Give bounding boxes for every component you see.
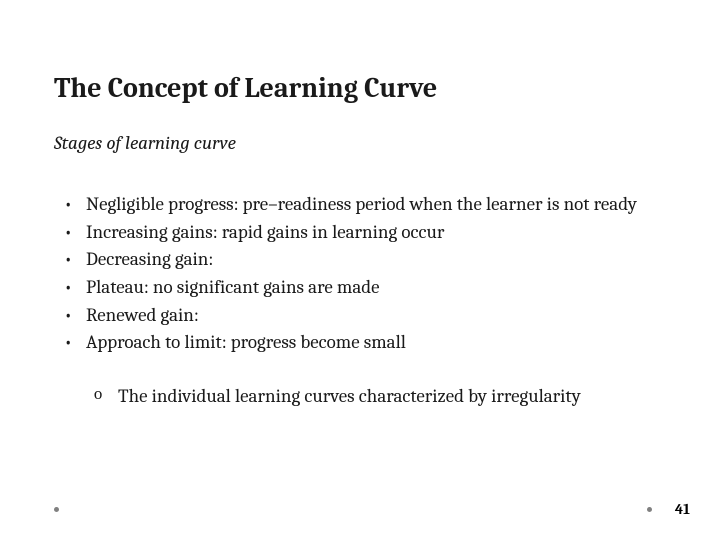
list-item: Decreasing gain: bbox=[54, 247, 666, 273]
list-item: Renewed gain: bbox=[54, 303, 666, 329]
list-item: Plateau: no significant gains are made bbox=[54, 275, 666, 301]
list-item: The individual learning curves character… bbox=[54, 384, 666, 410]
list-item: Approach to limit: progress become small bbox=[54, 330, 666, 356]
page-number: 41 bbox=[675, 500, 690, 518]
decorative-dot-icon bbox=[647, 507, 652, 512]
decorative-dot-icon bbox=[54, 507, 59, 512]
list-item: Increasing gains: rapid gains in learnin… bbox=[54, 220, 666, 246]
sub-bullet-list: The individual learning curves character… bbox=[54, 384, 666, 410]
list-item: Negligible progress: pre–readiness perio… bbox=[54, 192, 666, 218]
slide: The Concept of Learning Curve Stages of … bbox=[0, 0, 720, 540]
bullet-list: Negligible progress: pre–readiness perio… bbox=[54, 192, 666, 356]
slide-subtitle: Stages of learning curve bbox=[54, 132, 666, 154]
slide-title: The Concept of Learning Curve bbox=[54, 72, 666, 104]
